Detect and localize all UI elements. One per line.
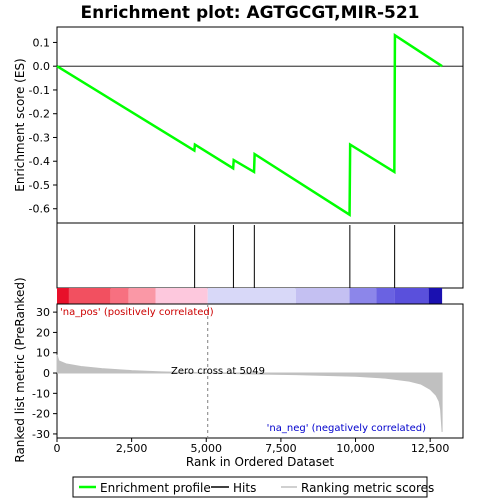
metric-y-tick-label: -20 [32, 408, 50, 421]
es-panel: 0.1 0.0 -0.1 -0.2 -0.3 -0.4 -0.5 -0.6 Enrichmen… [13, 26, 464, 224]
es-y-tick-label: -0.3 [29, 131, 50, 144]
heatmap-segment [68, 288, 111, 304]
legend-hits-label: Hits [233, 481, 256, 495]
heatmap-segment [394, 288, 429, 304]
x-tick-label: 10,000 [336, 442, 375, 455]
es-y-axis-ticks: 0.1 0.0 -0.1 -0.2 -0.3 -0.4 -0.5 -0.6 [29, 36, 57, 216]
x-tick-label: 7,500 [265, 442, 297, 455]
hits-panel [56, 222, 464, 289]
negative-correlation-label: 'na_neg' (negatively correlated) [267, 423, 426, 434]
heatmap-segment [128, 288, 156, 304]
heatmap-segment [207, 288, 296, 304]
es-y-axis-label: Enrichment score (ES) [13, 58, 27, 191]
enrichment-profile-line [56, 33, 443, 217]
hit-marks [194, 225, 396, 288]
heatmap-segment [57, 288, 69, 304]
es-y-tick-label: -0.4 [29, 155, 50, 168]
x-axis-ticks: 0 2,500 5,000 7,500 10,000 12,500 [54, 438, 450, 455]
ranking-metric-area [56, 354, 443, 432]
heatmap-segment [155, 288, 208, 304]
heatmap-segment [295, 288, 350, 304]
hits-plot-area [56, 222, 464, 289]
metric-y-tick-label: -10 [32, 387, 50, 400]
zero-cross-label: Zero cross at 5049 [171, 366, 265, 377]
legend: Enrichment profile Hits Ranking metric s… [72, 476, 434, 498]
x-tick-label: 5,000 [191, 442, 223, 455]
es-y-tick-label: -0.1 [29, 84, 50, 97]
heatmap-segment [349, 288, 377, 304]
es-y-tick-label: -0.6 [29, 203, 50, 216]
legend-enrichment-label: Enrichment profile [100, 481, 211, 495]
metric-y-axis-ticks: 30 20 10 0 -10 -20 -30 [32, 306, 57, 441]
positive-correlation-label: 'na_pos' (positively correlated) [60, 307, 214, 318]
metric-panel: 30 20 10 0 -10 -20 -30 0 2,500 5,000 7,500 10,000 1… [13, 277, 464, 469]
x-tick-label: 0 [54, 442, 61, 455]
legend-box [72, 476, 428, 498]
x-axis-label: Rank in Ordered Dataset [186, 455, 334, 469]
heatmap-segment [376, 288, 395, 304]
metric-y-tick-label: 20 [36, 326, 50, 339]
es-y-tick-label: 0.0 [33, 60, 51, 73]
es-y-tick-label: 0.1 [33, 36, 51, 49]
ranked-list-heatmap [57, 288, 443, 304]
chart-title: Enrichment plot: AGTGCGT,MIR-521 [80, 3, 419, 23]
metric-y-tick-label: 0 [43, 367, 50, 380]
x-tick-label: 2,500 [116, 442, 148, 455]
heatmap-segment [428, 288, 443, 304]
metric-y-tick-label: -30 [32, 428, 50, 441]
legend-metric-label: Ranking metric scores [301, 481, 434, 495]
metric-y-axis-label: Ranked list metric (PreRanked) [13, 277, 27, 462]
metric-y-tick-label: 10 [36, 347, 50, 360]
x-tick-label: 12,500 [411, 442, 450, 455]
es-y-tick-label: -0.5 [29, 179, 50, 192]
es-y-tick-label: -0.2 [29, 108, 50, 121]
heatmap-segment [110, 288, 129, 304]
es-plot-area [56, 26, 464, 224]
metric-y-tick-label: 30 [36, 306, 50, 319]
